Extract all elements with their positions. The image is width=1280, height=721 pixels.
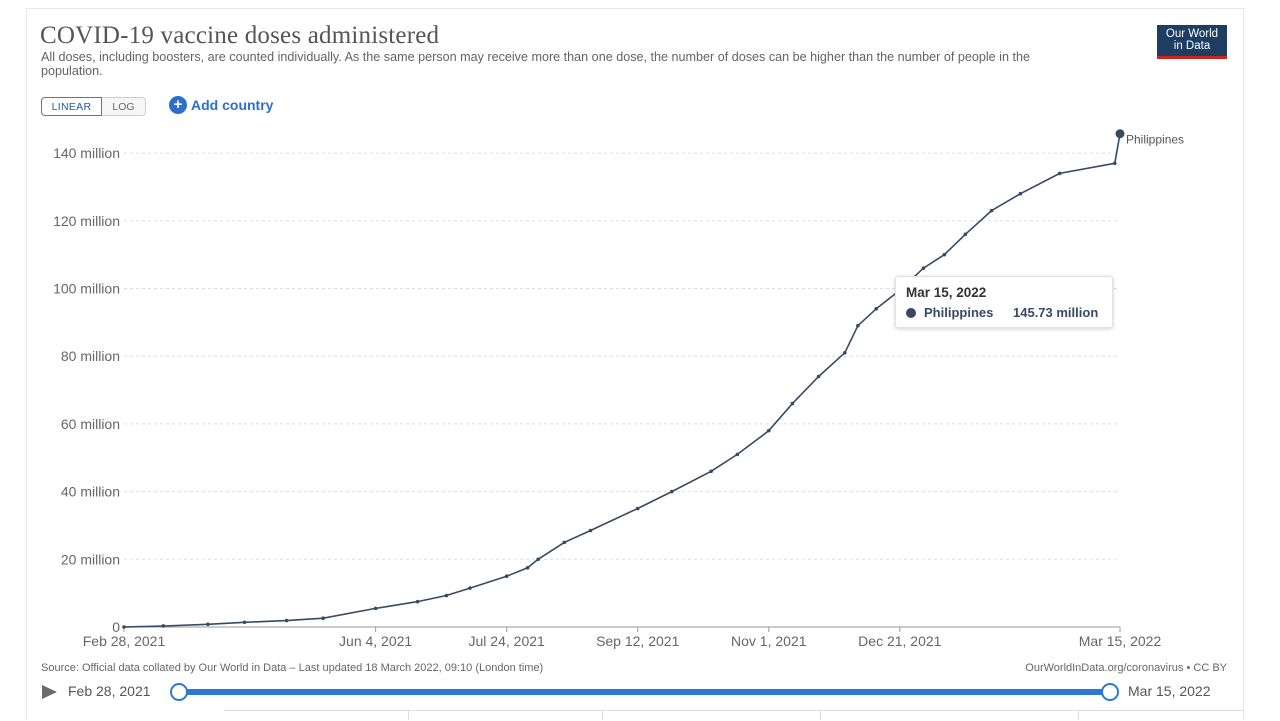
data-point (735, 452, 740, 457)
tooltip-date: Mar 15, 2022 (906, 285, 987, 300)
data-point (874, 307, 879, 311)
owid-logo[interactable]: Our World in Data (1157, 25, 1227, 59)
data-point (536, 557, 540, 562)
x-tick-label: Nov 1, 2021 (731, 633, 807, 649)
data-tooltip: Mar 15, 2022 Philippines 145.73 million (895, 276, 1113, 328)
data-point (856, 323, 860, 328)
data-point (206, 622, 210, 627)
data-point (444, 593, 449, 598)
data-point (122, 625, 126, 629)
data-point (504, 574, 509, 579)
tooltip-value: 145.73 million (1013, 305, 1099, 320)
timeline-end-handle[interactable] (1101, 683, 1119, 701)
x-tick-label: Mar 15, 2022 (1079, 633, 1162, 649)
tab-divider (602, 710, 603, 720)
x-tick-label: Sep 12, 2021 (596, 633, 680, 649)
plus-circle-icon: + (169, 96, 187, 114)
y-tick-label: 120 million (53, 213, 120, 229)
x-tick-label: Feb 28, 2021 (83, 633, 166, 649)
data-point (766, 428, 771, 433)
data-point (635, 506, 640, 511)
data-point (321, 616, 326, 620)
data-point (242, 620, 247, 625)
tab-bar (224, 710, 1244, 721)
source-note: Source: Official data collated by Our Wo… (41, 662, 544, 674)
scale-toggle: LINEAR LOG (41, 97, 146, 116)
data-point (161, 624, 166, 628)
data-point (816, 374, 821, 379)
timeline-track[interactable] (179, 689, 1110, 695)
timeline-start-label: Feb 28, 2021 (68, 683, 151, 699)
data-point (942, 252, 947, 257)
tab-divider (820, 710, 821, 720)
data-point (562, 540, 567, 545)
y-tick-label: 60 million (61, 416, 120, 432)
y-tick-label: 20 million (61, 551, 120, 567)
tooltip-series-dot (906, 308, 916, 318)
logo-line-1: Our World (1165, 28, 1219, 40)
series-label: Philippines (1126, 133, 1184, 147)
logo-line-2: in Data (1173, 40, 1211, 52)
series-line-philippines (123, 133, 1121, 628)
series-endpoint-marker (1115, 129, 1125, 139)
data-point (525, 565, 530, 570)
y-tick-label: 80 million (61, 348, 120, 364)
tooltip-series-name: Philippines (924, 305, 994, 320)
data-point (709, 469, 713, 474)
data-point (415, 599, 420, 604)
x-tick-label: Jun 4, 2021 (339, 633, 412, 649)
data-point (921, 266, 926, 270)
x-tick-label: Dec 21, 2021 (858, 633, 941, 649)
add-country-label: Add country (191, 97, 274, 113)
data-point (790, 401, 795, 406)
timeline-end-label: Mar 15, 2022 (1128, 683, 1211, 699)
data-point (989, 208, 994, 213)
x-tick-label: Jul 24, 2021 (469, 633, 545, 649)
timeline: Feb 28, 2021 Mar 15, 2022 (0, 680, 1280, 704)
data-point (284, 618, 289, 623)
y-tick-label: 100 million (53, 281, 120, 297)
data-point (670, 489, 674, 494)
data-point (842, 351, 847, 355)
add-country-button[interactable]: + Add country (169, 96, 273, 114)
data-point (588, 528, 593, 533)
chart-title: COVID-19 vaccine doses administered (40, 22, 440, 49)
play-icon[interactable] (42, 685, 57, 699)
log-scale-button[interactable]: LOG (102, 97, 146, 116)
y-tick-label: 40 million (61, 484, 120, 500)
chart-subtitle: All doses, including boosters, are count… (41, 50, 1030, 78)
data-point (468, 586, 472, 590)
data-point (373, 606, 378, 611)
y-tick-label: 0 (112, 619, 120, 635)
data-point (1112, 161, 1117, 166)
data-point (1018, 191, 1023, 196)
tab-divider (1078, 710, 1079, 720)
tab-divider (408, 710, 409, 720)
timeline-start-handle[interactable] (170, 683, 188, 701)
license-link[interactable]: OurWorldInData.org/coronavirus • CC BY (1025, 662, 1227, 674)
linear-scale-button[interactable]: LINEAR (41, 97, 102, 116)
chart-frame (26, 8, 1244, 720)
data-point (1057, 171, 1062, 176)
data-point (963, 232, 968, 237)
y-tick-label: 140 million (53, 145, 120, 161)
